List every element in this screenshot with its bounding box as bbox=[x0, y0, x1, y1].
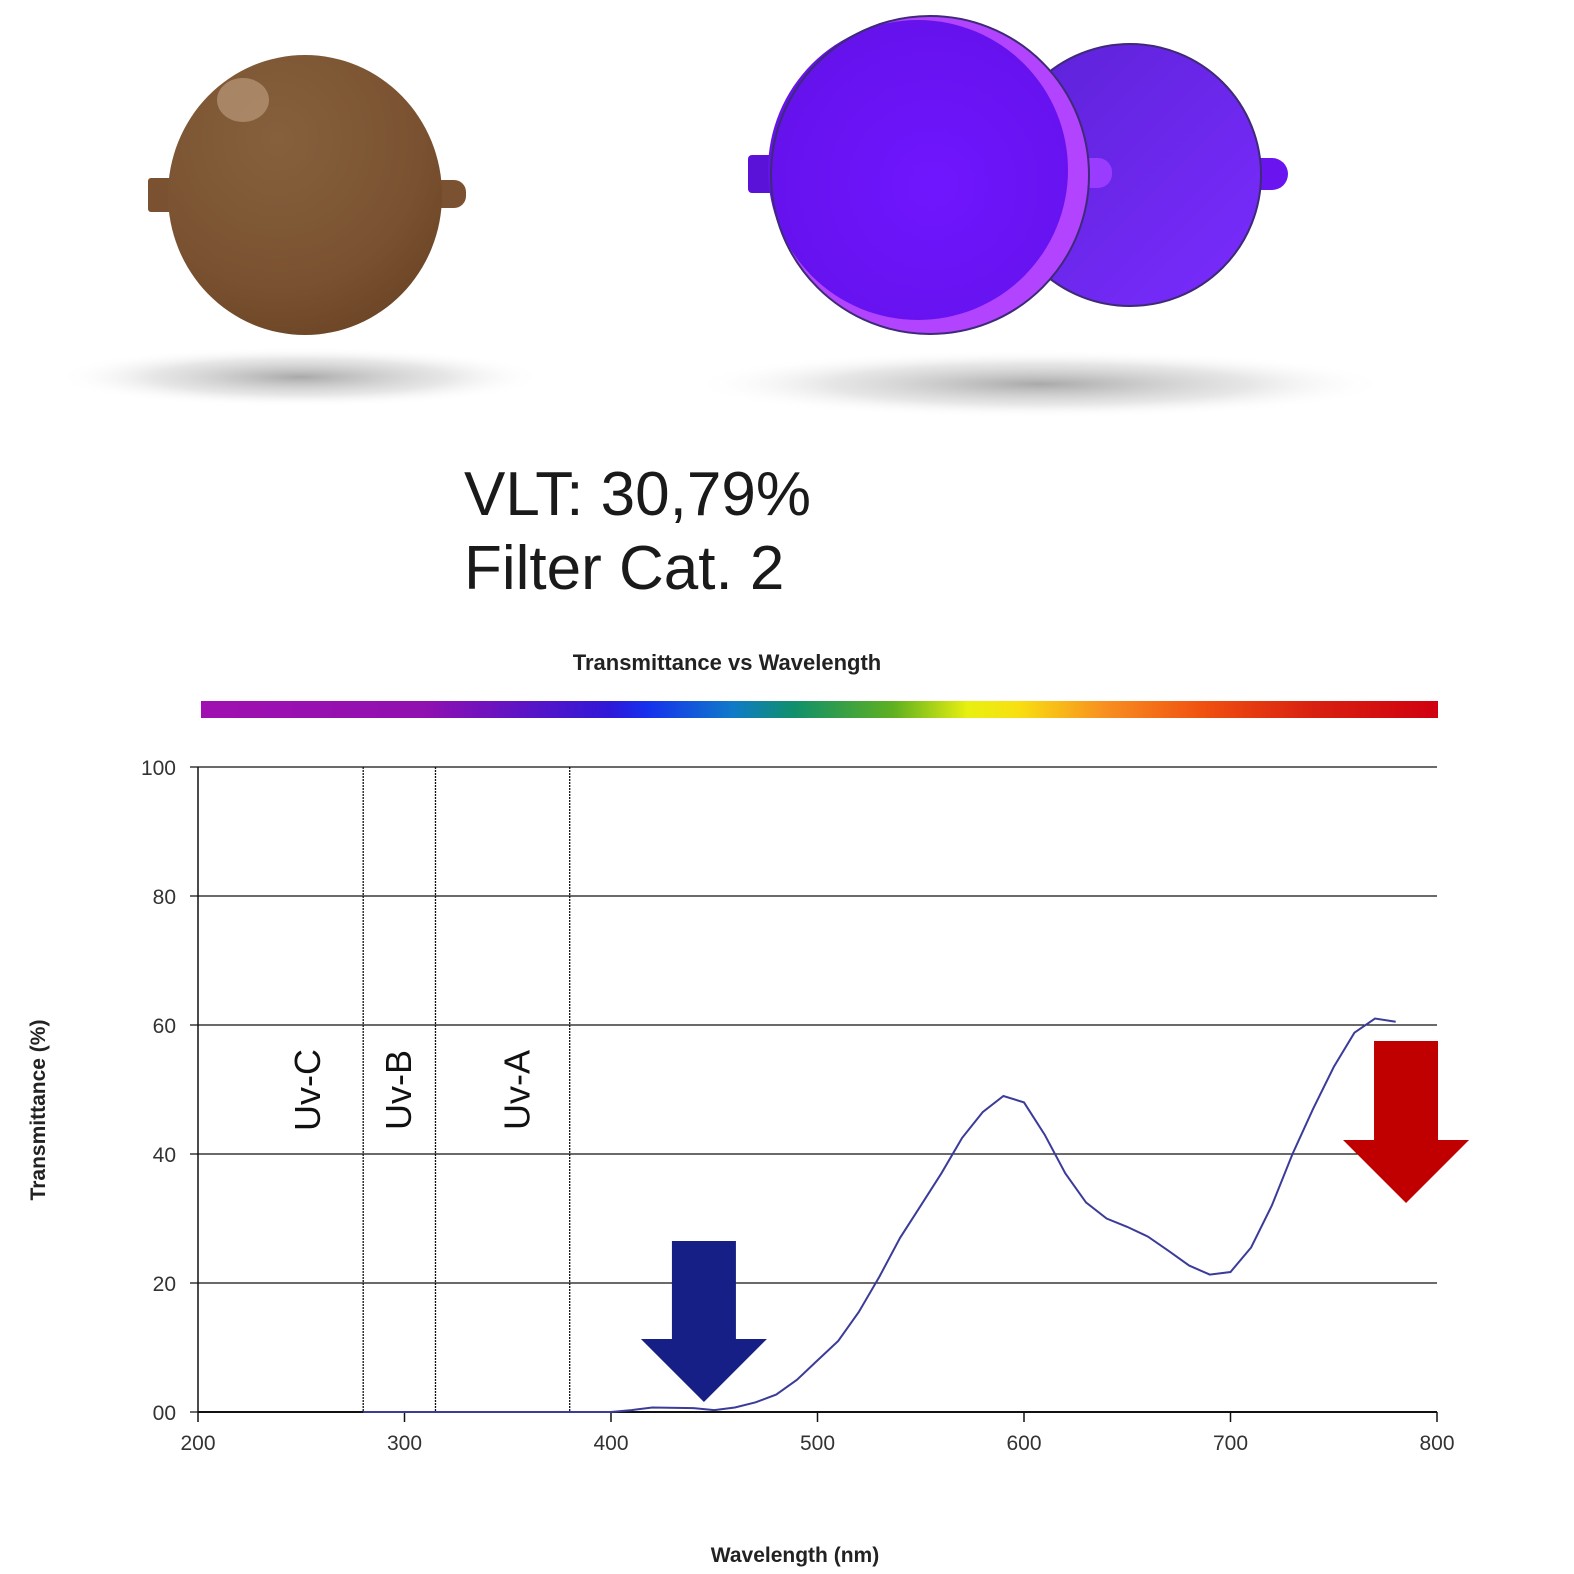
uv-band-label: Uv-C bbox=[287, 1049, 328, 1131]
y-tick-label: 60 bbox=[153, 1015, 176, 1038]
brown-lens-image bbox=[148, 55, 466, 335]
x-tick-label: 700 bbox=[1213, 1432, 1248, 1455]
x-axis-label: Wavelength (nm) bbox=[711, 1544, 879, 1567]
brown-lens-shadow bbox=[55, 347, 545, 407]
x-tick-label: 400 bbox=[593, 1432, 628, 1455]
x-tick-label: 500 bbox=[800, 1432, 835, 1455]
y-tick-label: 00 bbox=[153, 1402, 176, 1425]
x-tick-label: 200 bbox=[180, 1432, 215, 1455]
y-tick-label: 20 bbox=[153, 1273, 176, 1296]
filter-category: Filter Cat. 2 bbox=[464, 534, 784, 603]
x-tick-label: 600 bbox=[1006, 1432, 1041, 1455]
blue-down-arrow bbox=[640, 1241, 767, 1402]
y-tick-label: 100 bbox=[141, 757, 176, 780]
purple-lens-image bbox=[748, 15, 1288, 335]
y-tick-label: 40 bbox=[153, 1144, 176, 1167]
red-down-arrow bbox=[1343, 1041, 1470, 1203]
purple-lens-shadow bbox=[690, 350, 1390, 418]
y-axis-label: Transmittance (%) bbox=[27, 1020, 50, 1201]
visible-spectrum-bar bbox=[201, 701, 1438, 718]
transmittance-chart: Transmittance vs Wavelength Uv-C Uv-B Uv-A… bbox=[27, 650, 1470, 1567]
transmittance-curve bbox=[363, 1017, 1396, 1413]
x-tick-label: 800 bbox=[1419, 1432, 1454, 1455]
vlt-value: VLT: 30,79% bbox=[464, 460, 811, 529]
y-tick-label: 80 bbox=[153, 886, 176, 909]
chart-title: Transmittance vs Wavelength bbox=[573, 650, 882, 675]
x-tick-label: 300 bbox=[387, 1432, 422, 1455]
uv-band-label: Uv-A bbox=[496, 1050, 537, 1130]
uv-band-label: Uv-B bbox=[378, 1050, 419, 1130]
